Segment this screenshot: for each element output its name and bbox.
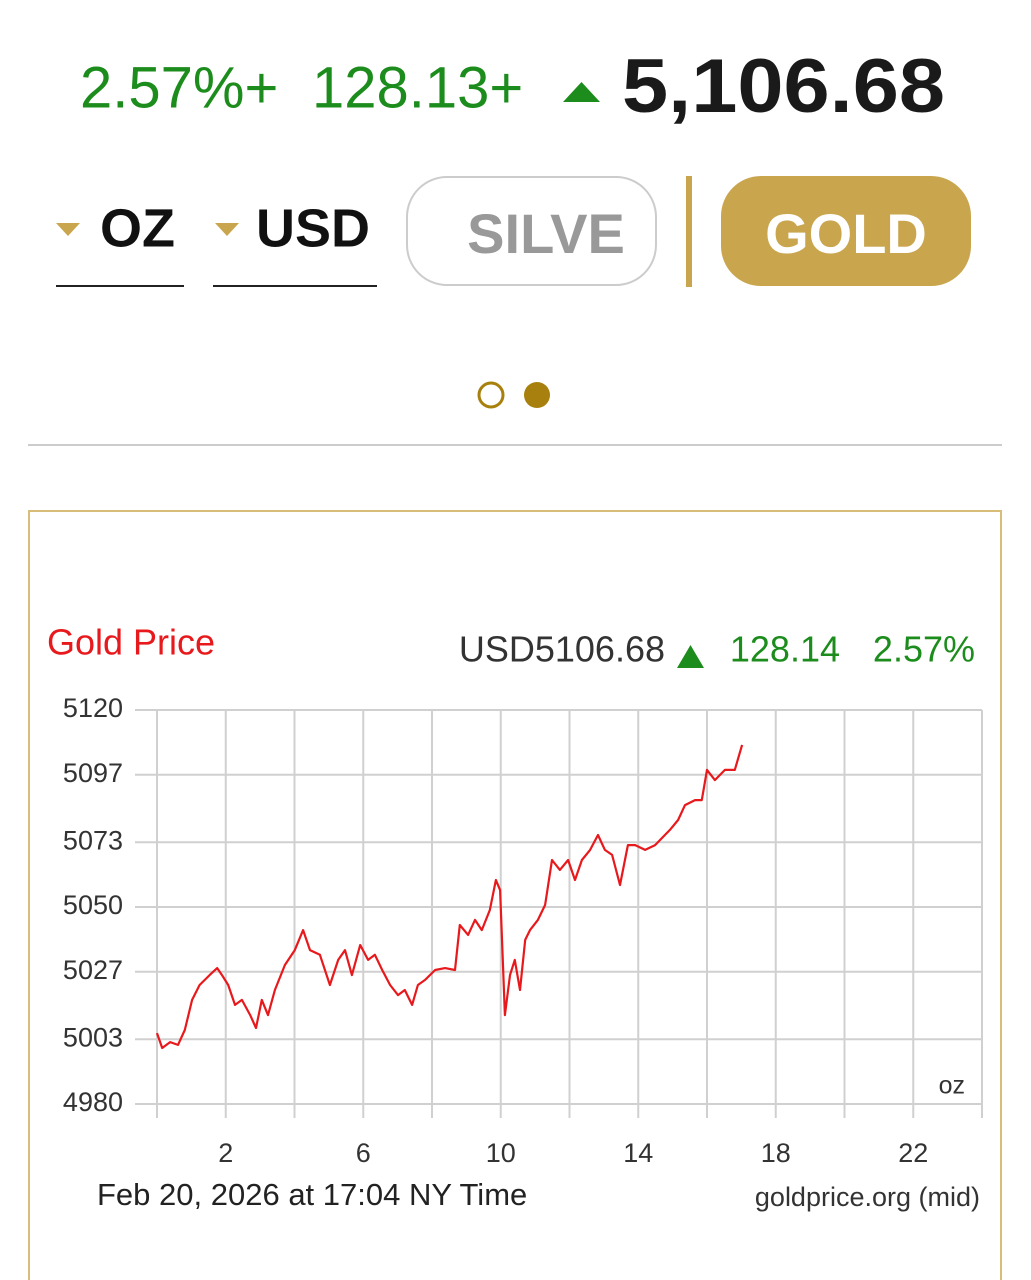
chart-change: 128.14 bbox=[730, 629, 840, 670]
unit-dropdown[interactable]: OZ bbox=[56, 198, 184, 287]
unit-value: OZ bbox=[100, 198, 175, 258]
tab-label: SILVE bbox=[467, 202, 625, 265]
x-tick-label: 18 bbox=[761, 1138, 791, 1168]
y-tick-label: 5027 bbox=[63, 955, 123, 985]
y-tick-label: 5073 bbox=[63, 825, 123, 855]
y-tick-label: 5120 bbox=[63, 693, 123, 723]
silver-tab[interactable]: SILVE bbox=[406, 176, 657, 286]
dropdown-arrow bbox=[215, 223, 239, 236]
gold-tab[interactable]: GOLD bbox=[721, 176, 971, 286]
up-arrow bbox=[563, 82, 600, 102]
x-tick-label: 6 bbox=[356, 1138, 371, 1168]
separator bbox=[686, 176, 692, 287]
change-percent: 2.57%+ bbox=[80, 55, 278, 120]
currency-dropdown[interactable]: USD bbox=[213, 198, 377, 287]
chart-price: USD5106.68 bbox=[459, 629, 665, 670]
y-tick-label: 5097 bbox=[63, 758, 123, 788]
x-tick-label: 2 bbox=[218, 1138, 233, 1168]
page-dot[interactable] bbox=[477, 381, 505, 409]
currency-value: USD bbox=[256, 198, 370, 258]
chart-frame bbox=[28, 510, 1002, 1280]
y-tick-label: 5003 bbox=[63, 1022, 123, 1052]
page-dot-active[interactable] bbox=[524, 382, 550, 408]
chart-title: Gold Price bbox=[47, 622, 215, 663]
chart-percent: 2.57% bbox=[873, 629, 975, 670]
y-tick-label: 5050 bbox=[63, 890, 123, 920]
tab-button bbox=[721, 176, 971, 286]
footer-date: Feb 20, 2026 at 17:04 NY Time bbox=[97, 1177, 527, 1212]
x-tick-label: 10 bbox=[486, 1138, 516, 1168]
dropdown-arrow bbox=[56, 223, 80, 236]
price: 5,106.68 bbox=[622, 44, 945, 129]
footer-source: goldprice.org (mid) bbox=[755, 1182, 980, 1212]
change-value: 128.13+ bbox=[312, 55, 523, 120]
up-arrow bbox=[677, 645, 704, 668]
price-line bbox=[155, 744, 744, 1050]
tab-label: GOLD bbox=[765, 202, 927, 265]
unit-label: oz bbox=[939, 1072, 965, 1100]
x-tick-label: 22 bbox=[898, 1138, 928, 1168]
y-tick-label: 4980 bbox=[63, 1087, 123, 1117]
tab-button bbox=[406, 176, 657, 286]
x-tick-label: 14 bbox=[623, 1138, 653, 1168]
